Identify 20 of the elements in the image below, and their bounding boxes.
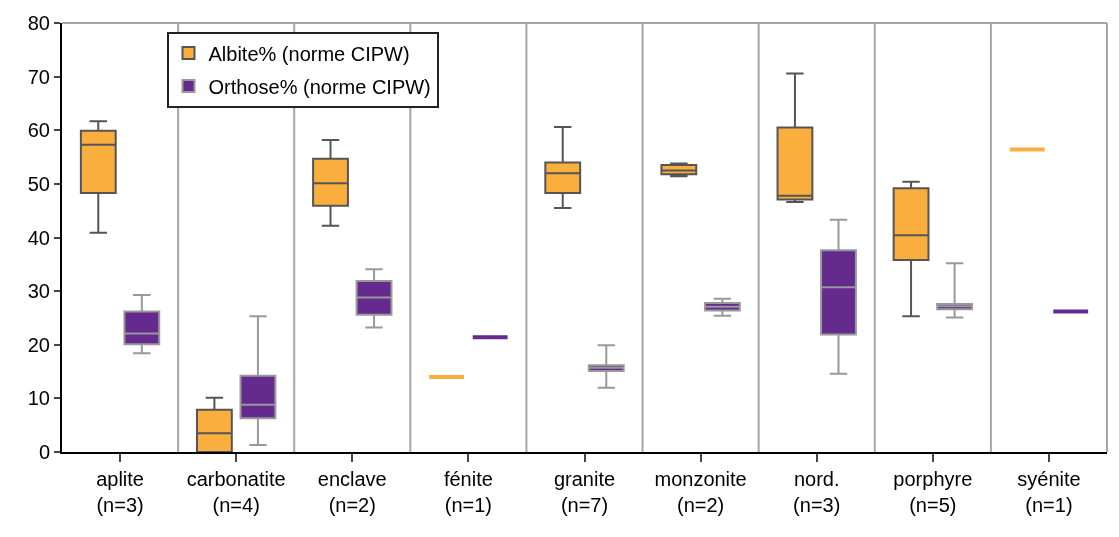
x-tick-label: carbonatite (n=4) <box>186 468 286 516</box>
x-tick-label: enclave (n=2) <box>317 468 387 516</box>
y-tick-label: 30 <box>27 280 50 303</box>
x-tick-label: syénite (n=1) <box>1017 468 1081 516</box>
y-tick-label: 70 <box>27 65 50 88</box>
legend-label: Orthose% (norme CIPW) <box>208 75 431 98</box>
y-tick-label: 60 <box>27 119 50 142</box>
y-tick-label: 80 <box>27 12 50 34</box>
y-tick-label: 20 <box>27 333 50 356</box>
x-tick-label: porphyre (n=5) <box>893 468 973 516</box>
y-tick-label: 0 <box>38 441 50 463</box>
y-tick-label: 50 <box>27 172 50 195</box>
x-tick-label: monzonite (n=2) <box>654 468 747 516</box>
x-tick-label: fénite (n=1) <box>443 468 493 516</box>
y-tick-label: 40 <box>27 226 50 249</box>
legend-label: Albite% (norme CIPW) <box>208 42 410 65</box>
y-tick-label: 10 <box>27 387 50 410</box>
x-tick-label: granite (n=7) <box>553 468 616 516</box>
x-tick-label: aplite (n=3) <box>96 468 144 516</box>
x-tick-label: nord. (n=3) <box>793 468 841 516</box>
